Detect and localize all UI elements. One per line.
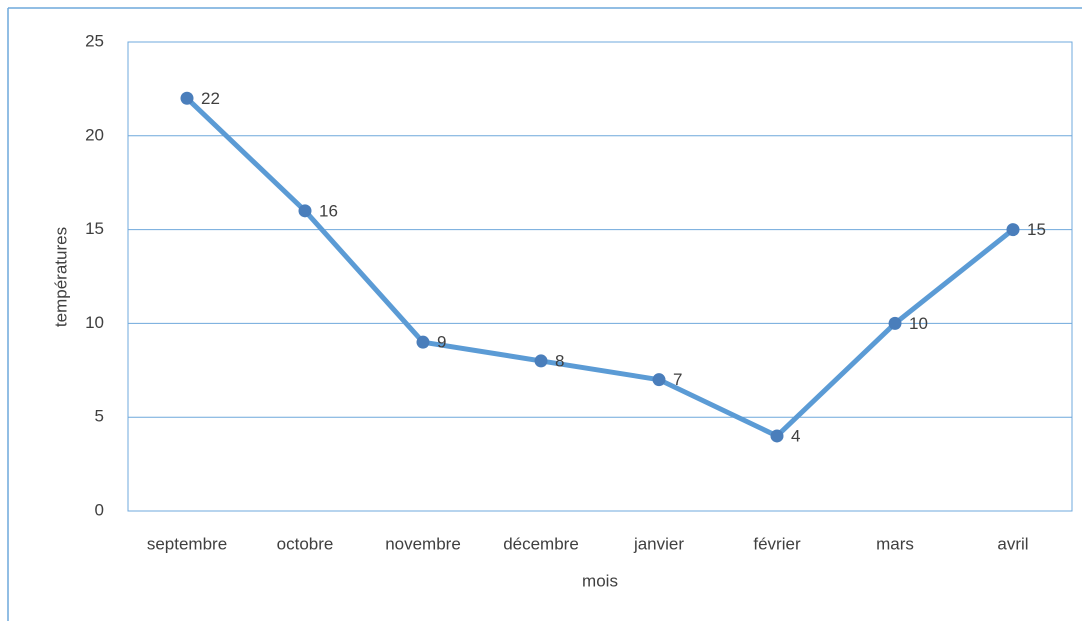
x-tick-label: décembre [503,534,579,553]
x-tick-label: septembre [147,534,227,553]
x-tick-label: janvier [633,534,684,553]
data-label: 16 [319,201,338,220]
x-tick-label: mars [876,534,914,553]
y-tick-label: 5 [95,407,104,426]
y-tick-label: 15 [85,219,104,238]
x-axis-label: mois [582,571,618,590]
point-marker [1006,223,1020,237]
data-label: 10 [909,314,928,333]
point-marker [652,373,666,387]
x-tick-label: avril [997,534,1028,553]
series-line [185,96,1015,439]
y-tick-label: 25 [85,31,104,50]
data-label: 4 [791,426,800,445]
data-label: 15 [1027,220,1046,239]
y-tick-label: 0 [95,500,104,519]
point-marker [180,91,194,105]
data-label: 22 [201,89,220,108]
data-label: 9 [437,333,446,352]
x-tick-label: octobre [277,534,334,553]
data-label: 8 [555,351,564,370]
point-marker [888,316,902,330]
point-marker [298,204,312,218]
x-tick-label: février [753,534,801,553]
y-axis-label: températures [51,227,70,327]
y-tick-label: 20 [85,125,104,144]
point-marker [416,335,430,349]
plot-area [127,41,1073,512]
y-tick-label: 10 [85,313,104,332]
data-label: 7 [673,370,682,389]
x-tick-label: novembre [385,534,461,553]
point-marker [770,429,784,443]
point-marker [534,354,548,368]
